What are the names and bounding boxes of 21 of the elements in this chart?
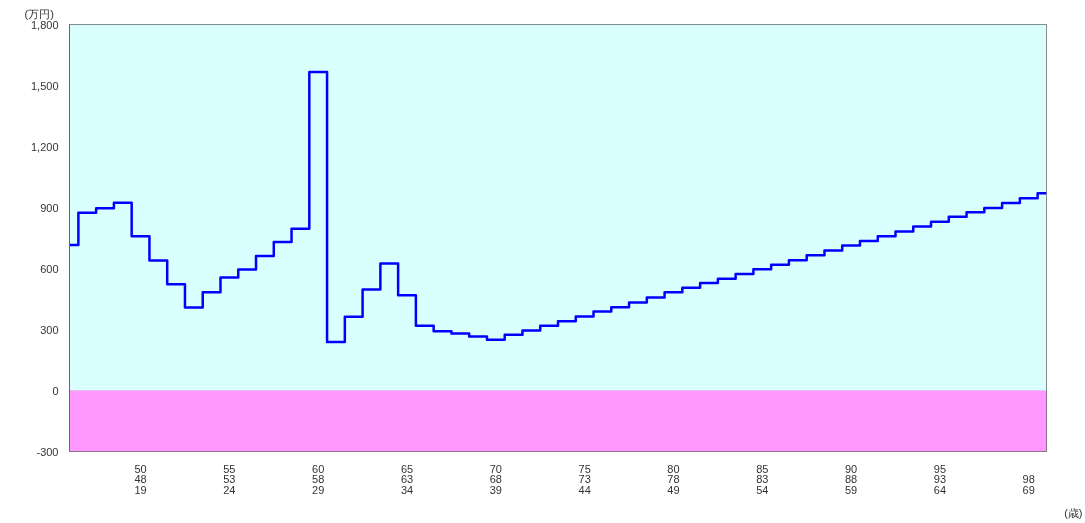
x-tick-label: 65 63 34 bbox=[400, 462, 414, 497]
y-tick-label: -300 bbox=[36, 445, 59, 458]
x-tick-label: 95 93 64 bbox=[933, 462, 947, 497]
y-tick-label: 1,500 bbox=[30, 79, 59, 92]
x-tick-label: 75 73 44 bbox=[578, 462, 591, 497]
x-tick-label: 98 69 bbox=[1022, 473, 1035, 497]
x-tick-label: 70 68 39 bbox=[489, 462, 502, 497]
y-tick-label: 0 bbox=[52, 384, 59, 397]
x-tick-label: 85 83 54 bbox=[756, 462, 769, 497]
x-tick-label: 80 78 49 bbox=[667, 462, 680, 497]
x-tick-label: 90 88 59 bbox=[844, 462, 858, 497]
y-axis-title: (万円) bbox=[24, 7, 54, 20]
y-tick-label: 1,200 bbox=[30, 140, 59, 153]
y-tick-label: 600 bbox=[40, 262, 59, 275]
x-axis-title: (歳) bbox=[1064, 506, 1083, 519]
x-tick-label: 60 58 29 bbox=[312, 462, 325, 497]
y-tick-label: 300 bbox=[40, 323, 59, 336]
y-tick-label: 900 bbox=[40, 201, 59, 214]
x-tick-label: 50 48 19 bbox=[134, 462, 147, 497]
y-tick-label: 1,800 bbox=[30, 18, 59, 31]
x-tick-label: 55 53 24 bbox=[223, 462, 236, 497]
